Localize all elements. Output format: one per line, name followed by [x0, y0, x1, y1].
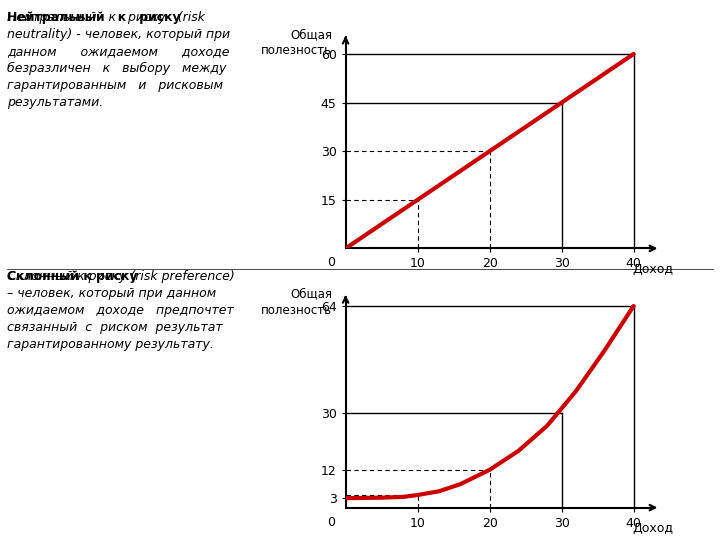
Text: Нейтральный   к   риску: Нейтральный к риску	[7, 11, 194, 24]
Text: Склонный к риску: Склонный к риску	[7, 270, 142, 283]
Text: 0: 0	[327, 516, 335, 529]
Text: Склонный к риску (risk preference)
– человек, который при данном
ожидаемом   дох: Склонный к риску (risk preference) – чел…	[7, 270, 235, 351]
Text: Общая
полезность: Общая полезность	[261, 288, 333, 316]
Text: Общая
полезность: Общая полезность	[261, 29, 333, 57]
Text: Нейтральный   к   риску   (risk
neutrality) - человек, который при
данном      о: Нейтральный к риску (risk neutrality) - …	[7, 11, 230, 109]
Text: Доход: Доход	[632, 522, 673, 535]
Text: 0: 0	[327, 256, 335, 269]
Text: Доход: Доход	[632, 263, 673, 276]
